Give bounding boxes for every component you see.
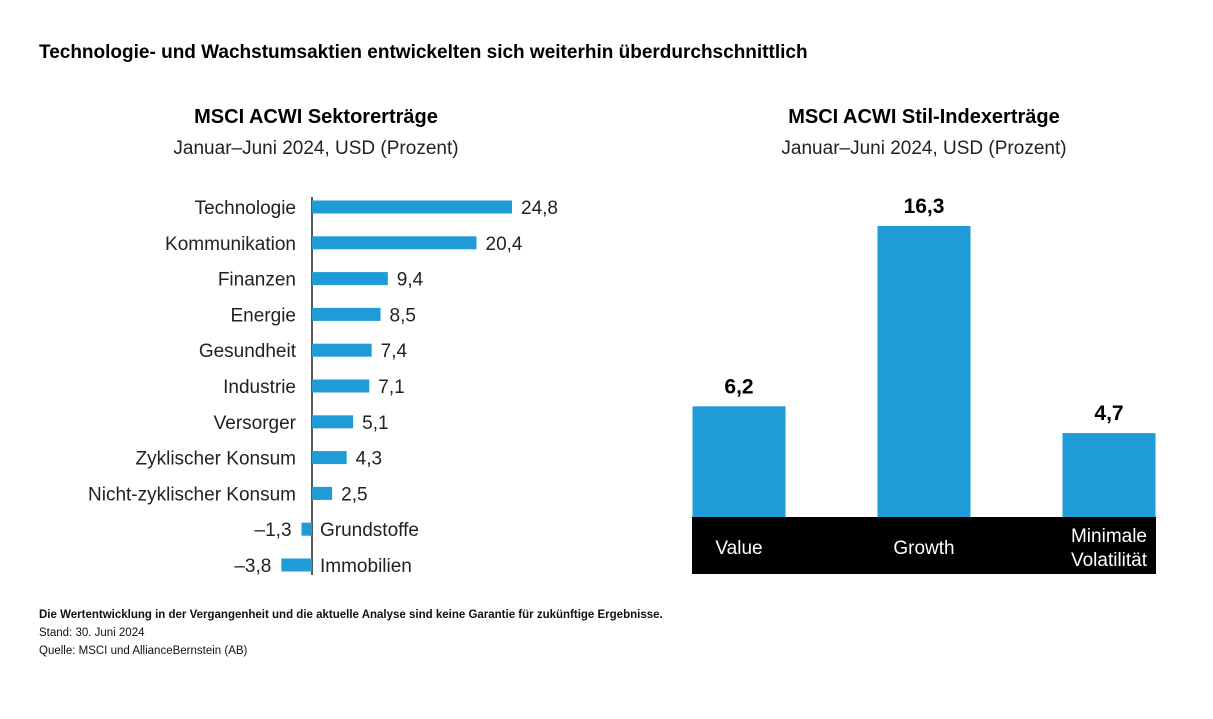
sector-bar [312, 307, 381, 321]
category-band [692, 517, 1156, 574]
style-category-label: Value [715, 538, 762, 559]
sector-value-label: 9,4 [397, 270, 424, 291]
sector-value-label: 7,4 [381, 341, 408, 362]
footnote-source: Quelle: MSCI und AllianceBernstein (AB) [39, 645, 248, 657]
style-value-label: 16,3 [904, 195, 945, 218]
sector-category-label: Gesundheit [199, 341, 297, 362]
sector-category-label: Technologie [195, 198, 296, 219]
sector-bar [312, 236, 477, 250]
sector-value-label: 20,4 [486, 234, 523, 255]
sector-category-label: Industrie [223, 377, 296, 398]
sector-category-label: Versorger [214, 413, 297, 434]
sector-category-label: Immobilien [320, 556, 412, 577]
sector-category-label: Grundstoffe [320, 520, 419, 541]
sector-value-label: 7,1 [378, 377, 404, 398]
sector-value-label: 2,5 [341, 484, 367, 505]
sector-value-label: 24,8 [521, 198, 558, 219]
style-category-label: Growth [893, 538, 954, 559]
sector-bar [312, 272, 388, 286]
sector-value-label: –1,3 [255, 520, 292, 541]
style-bar [1062, 433, 1156, 517]
sector-bar [312, 343, 372, 357]
sector-value-label: 5,1 [362, 413, 388, 434]
sector-chart-title: MSCI ACWI Sektorerträge [194, 106, 438, 128]
sector-category-label: Finanzen [218, 270, 296, 291]
style-chart-title: MSCI ACWI Stil-Indexerträge [788, 106, 1060, 128]
style-category-label: Minimale [1071, 526, 1147, 547]
style-category-label: Volatilität [1071, 550, 1148, 571]
main-title: Technologie- und Wachstumsaktien entwick… [39, 42, 808, 63]
sector-category-label: Kommunikation [165, 234, 296, 255]
sector-bar [312, 451, 347, 465]
sector-bar [312, 379, 370, 393]
footnote-date: Stand: 30. Juni 2024 [39, 627, 145, 639]
style-value-label: 4,7 [1094, 402, 1123, 425]
sector-value-label: 8,5 [390, 305, 416, 326]
style-chart-subtitle: Januar–Juni 2024, USD (Prozent) [781, 138, 1067, 159]
sector-bar [312, 415, 354, 429]
sector-category-label: Energie [231, 305, 297, 326]
sector-bar [312, 486, 333, 500]
sector-bar [312, 200, 512, 214]
sector-category-label: Nicht-zyklischer Konsum [88, 484, 296, 505]
style-value-label: 6,2 [724, 375, 753, 398]
footnote-disclaimer: Die Wertentwicklung in der Vergangenheit… [39, 609, 663, 621]
sector-value-label: –3,8 [234, 556, 271, 577]
style-bar [692, 406, 786, 517]
sector-chart-subtitle: Januar–Juni 2024, USD (Prozent) [173, 138, 459, 159]
style-bar [877, 226, 971, 517]
sector-category-label: Zyklischer Konsum [136, 449, 297, 470]
sector-bar [281, 558, 312, 572]
sector-bar [301, 522, 312, 536]
sector-value-label: 4,3 [356, 449, 382, 470]
